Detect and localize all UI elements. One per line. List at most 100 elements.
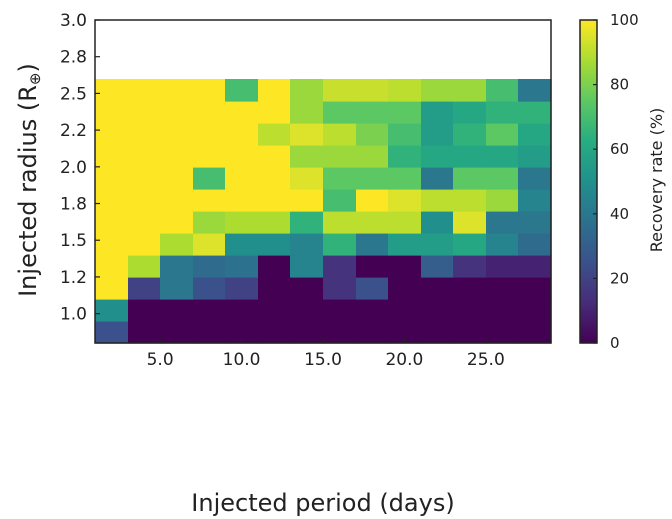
- heatmap-cell: [225, 123, 259, 146]
- heatmap-cell: [356, 145, 389, 168]
- x-tick-label: 20.0: [385, 350, 423, 370]
- heatmap-cell: [128, 211, 161, 234]
- heatmap-cell: [518, 299, 552, 322]
- heatmap-cell: [421, 123, 454, 146]
- heatmap-cell: [193, 123, 226, 146]
- heatmap-cell: [160, 255, 194, 278]
- x-tick-label: 15.0: [304, 350, 342, 370]
- heatmap-cell: [421, 189, 454, 212]
- heatmap-cell: [486, 233, 519, 256]
- heatmap-cell: [356, 211, 389, 234]
- heatmap-cell: [258, 101, 291, 124]
- heatmap-cell: [290, 123, 324, 146]
- heatmap-cell: [453, 233, 487, 256]
- heatmap-cell: [388, 145, 422, 168]
- heatmap-cell: [453, 211, 487, 234]
- heatmap-cell: [258, 255, 291, 278]
- heatmap-cell: [193, 233, 226, 256]
- heatmap-cell: [486, 211, 519, 234]
- heatmap-cell: [225, 277, 259, 300]
- heatmap-cell: [95, 277, 129, 300]
- heatmap-cell: [225, 321, 259, 344]
- colorbar: [579, 19, 598, 344]
- x-axis-title: Injected period (days): [191, 489, 454, 517]
- y-tick-label: 3.0: [60, 11, 87, 31]
- heatmap-cell: [388, 123, 422, 146]
- heatmap-cell: [128, 167, 161, 190]
- heatmap-cell: [486, 189, 519, 212]
- heatmap-cell: [518, 101, 552, 124]
- heatmap-cell: [225, 255, 259, 278]
- heatmap-cell: [225, 145, 259, 168]
- heatmap-cell: [225, 233, 259, 256]
- heatmap-cell: [323, 189, 357, 212]
- heatmap-cell: [453, 255, 487, 278]
- x-tick-label: 5.0: [147, 350, 174, 370]
- heatmap-cell: [95, 233, 129, 256]
- heatmap-cell: [388, 255, 422, 278]
- heatmap-cell: [95, 211, 129, 234]
- heatmap-cell: [258, 79, 291, 102]
- heatmap-cell: [356, 79, 389, 102]
- heatmap-cell: [356, 167, 389, 190]
- heatmap-cell: [421, 233, 454, 256]
- heatmap-cell: [518, 189, 552, 212]
- heatmap-cell: [421, 299, 454, 322]
- y-tick-label: 2.2: [60, 121, 87, 141]
- heatmap-cell: [453, 277, 487, 300]
- heatmap-cell: [193, 277, 226, 300]
- heatmap-cell: [290, 321, 324, 344]
- heatmap-cell: [193, 145, 226, 168]
- heatmap-cell: [323, 145, 357, 168]
- heatmap-cell: [421, 255, 454, 278]
- heatmap-cell: [128, 277, 161, 300]
- heatmap-cell: [290, 167, 324, 190]
- colorbar-ticks: 0 20 40 60 80 100: [593, 11, 639, 352]
- heatmap-cell: [258, 123, 291, 146]
- heatmap-cell: [486, 321, 519, 344]
- heatmap-cell: [518, 145, 552, 168]
- heatmap-cell: [193, 167, 226, 190]
- y-tick-label: 1.0: [60, 305, 87, 325]
- heatmap-cell: [453, 189, 487, 212]
- colorbar-tick-label: 100: [610, 11, 639, 29]
- heatmap-cell: [323, 299, 357, 322]
- heatmap-cell: [323, 167, 357, 190]
- heatmap-cell: [258, 233, 291, 256]
- y-tick-label: 1.8: [60, 195, 87, 215]
- y-axis-title: Injected radius (R⊕): [14, 63, 44, 297]
- heatmap-cell: [290, 101, 324, 124]
- heatmap-cells: [95, 79, 552, 344]
- heatmap-cell: [225, 101, 259, 124]
- colorbar-tick-label: 80: [610, 76, 629, 94]
- colorbar-tick-label: 60: [610, 140, 629, 158]
- y-axis-title-subscript: ⊕: [26, 72, 44, 85]
- heatmap-cell: [421, 211, 454, 234]
- heatmap-cell: [128, 255, 161, 278]
- y-tick-label: 2.8: [60, 48, 87, 68]
- heatmap-cell: [453, 167, 487, 190]
- heatmap-cell: [258, 211, 291, 234]
- heatmap-cell: [193, 101, 226, 124]
- heatmap-cell: [128, 101, 161, 124]
- heatmap-cell: [160, 101, 194, 124]
- heatmap-cell: [193, 189, 226, 212]
- heatmap-cell: [290, 255, 324, 278]
- heatmap-cell: [128, 189, 161, 212]
- heatmap-cell: [160, 189, 194, 212]
- heatmap-cell: [225, 299, 259, 322]
- heatmap-cell: [518, 167, 552, 190]
- heatmap-cell: [518, 233, 552, 256]
- heatmap-cell: [95, 101, 129, 124]
- heatmap-cell: [323, 79, 357, 102]
- heatmap-cell: [421, 101, 454, 124]
- heatmap-cell: [95, 299, 129, 322]
- heatmap-cell: [356, 277, 389, 300]
- heatmap-cell: [518, 277, 552, 300]
- heatmap-cell: [193, 255, 226, 278]
- heatmap-cell: [160, 167, 194, 190]
- heatmap-cell: [160, 145, 194, 168]
- heatmap-cell: [356, 255, 389, 278]
- heatmap-cell: [518, 321, 552, 344]
- heatmap-cell: [486, 299, 519, 322]
